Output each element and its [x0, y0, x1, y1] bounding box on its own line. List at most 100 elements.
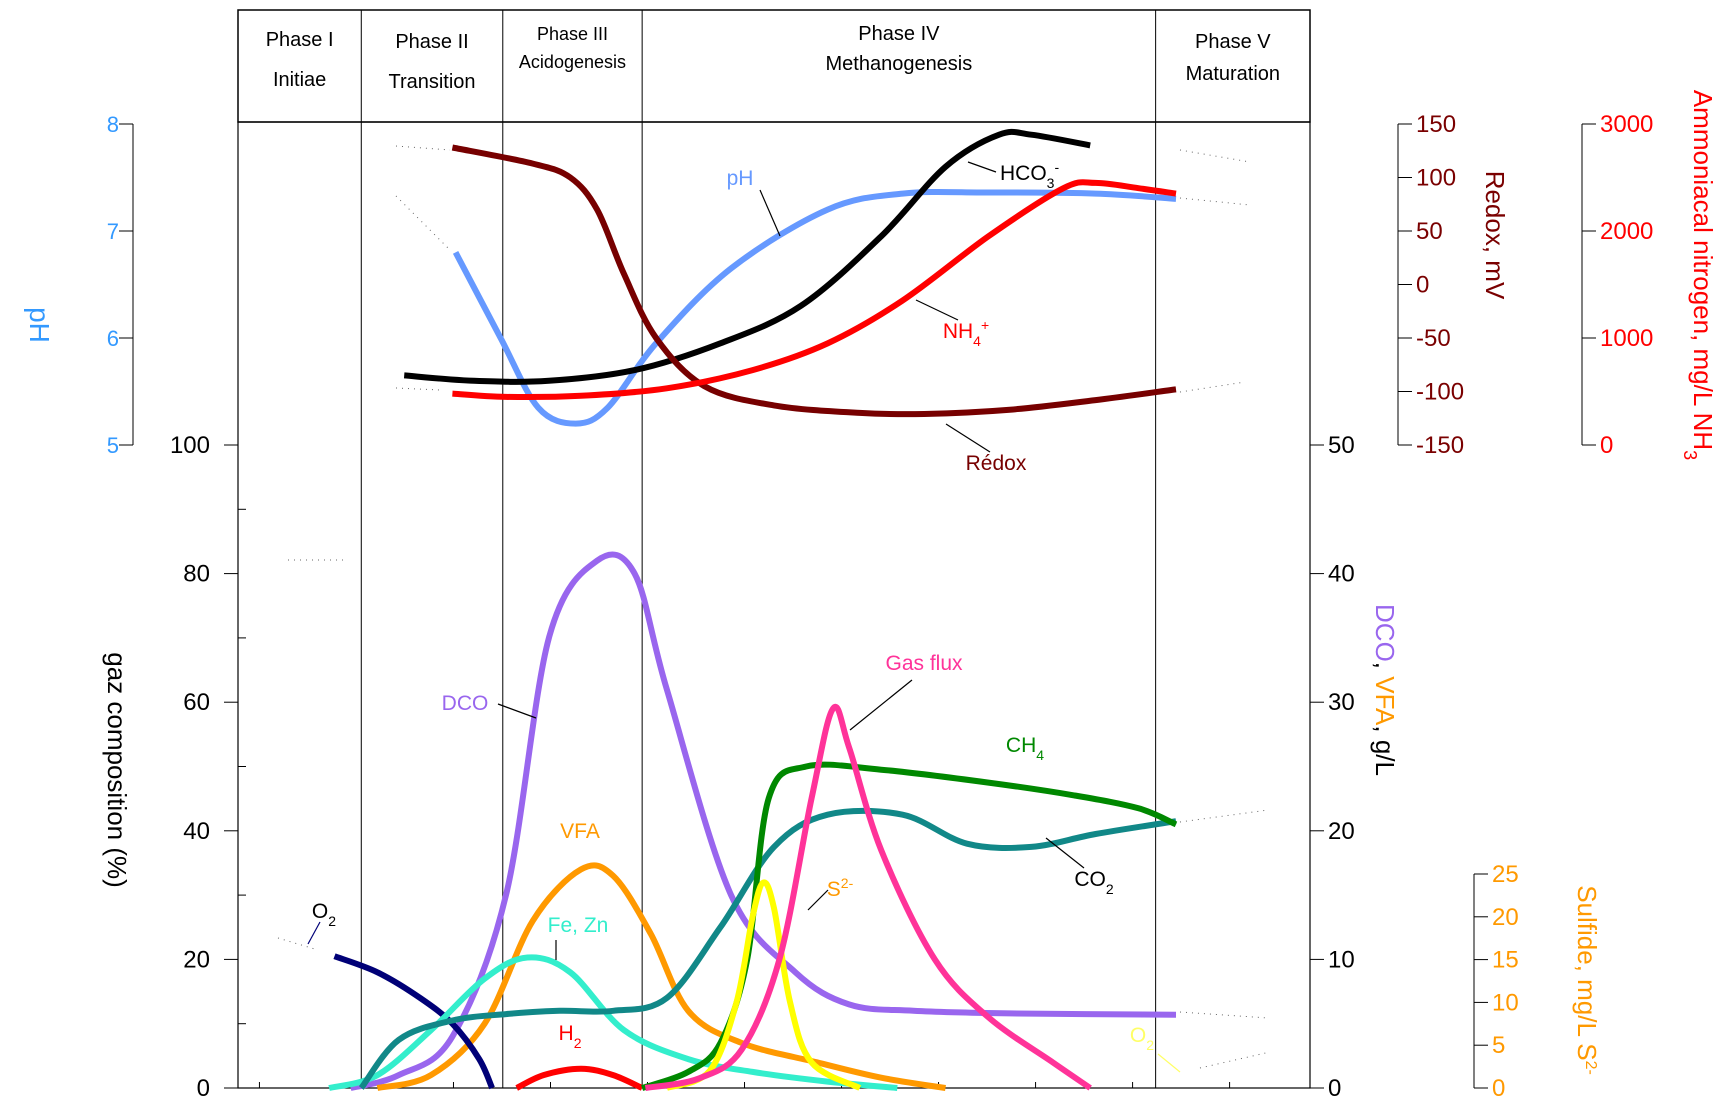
phase-label-name: Phase II	[395, 31, 468, 53]
annotation-sub: 2	[574, 1035, 582, 1051]
annotation-ch4: CH4	[1006, 734, 1044, 763]
phase-label-name: Phase IV	[858, 23, 940, 45]
dco-vfa-axis-title-part: , g/L	[1370, 725, 1400, 776]
phase-label-name: Phase III	[537, 24, 608, 44]
annotation-leader	[1157, 1053, 1181, 1073]
annotation-sub: 2	[1106, 881, 1114, 897]
sulfide-axis-title: Sulfide, mg/L S2-	[1572, 885, 1602, 1075]
dco-vfa-axis-title: DCO, VFA, g/L	[1370, 604, 1400, 776]
annotation-h2: H2	[559, 1022, 582, 1051]
redox-tick-label: -50	[1416, 325, 1451, 352]
annotation-hco3: HCO3-	[1000, 159, 1059, 191]
series-o2	[333, 953, 495, 1090]
series-h2	[515, 1065, 644, 1091]
annotation-text: pH	[727, 167, 754, 190]
ph-tick-label: 7	[107, 219, 119, 244]
annotation-dco: DCO	[442, 692, 489, 715]
ph-tick-label: 6	[107, 326, 119, 351]
redox-tick-label: 0	[1416, 272, 1429, 299]
annotation-sup: 2-	[841, 875, 854, 891]
annotation-s2: S2-	[827, 875, 854, 901]
series-nh4	[452, 179, 1177, 401]
annotation-text: Gas flux	[885, 652, 963, 675]
annotation-text: DCO	[442, 692, 489, 715]
annotation-co2: CO2	[1074, 868, 1114, 897]
annotation-sub: 3	[1047, 175, 1055, 191]
data-series	[328, 128, 1178, 1091]
annotation-sup: -	[1054, 159, 1059, 175]
sulfide-tick-label: 20	[1492, 904, 1519, 931]
annotation-leader	[967, 161, 997, 173]
ph-tick-label: 8	[107, 112, 119, 137]
annotation-leader	[307, 921, 321, 945]
annotation-sub: 4	[1036, 747, 1044, 763]
series-r-dox	[451, 144, 1177, 418]
gas-tick-label: 100	[170, 432, 210, 459]
series-hco3	[403, 128, 1091, 385]
annotation-text: O	[312, 900, 328, 923]
annotation-text: HCO	[1000, 162, 1047, 185]
series-co2	[358, 807, 1177, 1090]
redox-tick-label: 50	[1416, 218, 1443, 245]
gas-tick-label: 60	[183, 689, 210, 716]
annotation-text: CH	[1006, 734, 1036, 757]
series-gas-flux	[644, 703, 1092, 1091]
ammonia-axis-title: Ammoniacal nitrogen, mg/L NH3	[1680, 90, 1718, 460]
sulfide-axis-title-text: Sulfide, mg/L S	[1572, 885, 1602, 1060]
annotation-leader	[915, 299, 959, 321]
annotation-text: Fe, Zn	[548, 914, 609, 937]
ammonia-axis-title-text: Ammoniacal nitrogen, mg/L NH	[1688, 90, 1718, 450]
annotation-gas-flux: Gas flux	[885, 652, 963, 675]
redox-tick-label: 150	[1416, 111, 1456, 138]
dco-vfa-axis-title-part: VFA	[1370, 676, 1400, 726]
dotted-guide	[1179, 149, 1251, 163]
sulfide-tick-label: 15	[1492, 947, 1519, 974]
annotation-o2: O2	[312, 900, 336, 929]
annotation-text: CO	[1074, 868, 1106, 891]
dco_vfa-tick-label: 10	[1328, 946, 1355, 973]
dco_vfa-tick-label: 30	[1328, 689, 1355, 716]
dotted-guide	[395, 145, 451, 151]
annotation-leader	[1045, 837, 1085, 869]
annotation-text: H	[559, 1022, 574, 1045]
ammonia-axis-title-sub: 3	[1680, 450, 1700, 460]
annotation-leader	[807, 889, 829, 911]
gas-tick-label: 0	[197, 1075, 210, 1100]
dotted-guide	[395, 387, 441, 391]
dotted-guide	[1179, 1011, 1269, 1019]
annotation-text: Rédox	[966, 452, 1027, 475]
annotation-fe-zn: Fe, Zn	[548, 914, 609, 937]
ph-tick-label: 5	[107, 433, 119, 458]
phase-header: Phase I Initiae Phase II Transition Phase II…	[237, 9, 1311, 1089]
series-vfa	[376, 862, 946, 1091]
annotation-sub: 2	[1146, 1037, 1154, 1053]
annotation-text: NH	[943, 320, 973, 343]
ph-axis-title: pH	[24, 307, 55, 343]
dotted-guide	[277, 937, 319, 951]
ammonia-tick-label: 1000	[1600, 325, 1653, 352]
redox-axis-title: Redox, mV	[1480, 171, 1510, 300]
annotation-r-dox: Rédox	[966, 452, 1027, 475]
annotation-vfa: VFA	[560, 820, 600, 843]
dco-vfa-axis-title-part: DCO	[1370, 604, 1400, 662]
annotation-leader	[497, 703, 537, 719]
phase-label-title: Maturation	[1186, 63, 1281, 85]
annotation-nh4: NH4+	[943, 317, 989, 349]
plot-box	[237, 121, 1311, 1089]
gas-tick-label: 80	[183, 561, 210, 588]
gas-tick-label: 20	[183, 946, 210, 973]
series-s2	[665, 879, 862, 1091]
ammonia-tick-label: 3000	[1600, 111, 1653, 138]
series-fe-zn	[328, 954, 898, 1091]
dco_vfa-tick-label: 20	[1328, 818, 1355, 845]
ammonia-tick-label: 2000	[1600, 218, 1653, 245]
annotation-leader	[945, 423, 991, 453]
annotation-ph: pH	[727, 167, 754, 190]
ammonia-tick-label: 0	[1600, 432, 1613, 459]
redox-tick-label: -150	[1416, 432, 1464, 459]
annotation-text: VFA	[560, 820, 600, 843]
sulfide-tick-label: 0	[1492, 1075, 1505, 1100]
phase-label-title: Methanogenesis	[825, 53, 972, 75]
annotation-leader	[759, 189, 781, 237]
